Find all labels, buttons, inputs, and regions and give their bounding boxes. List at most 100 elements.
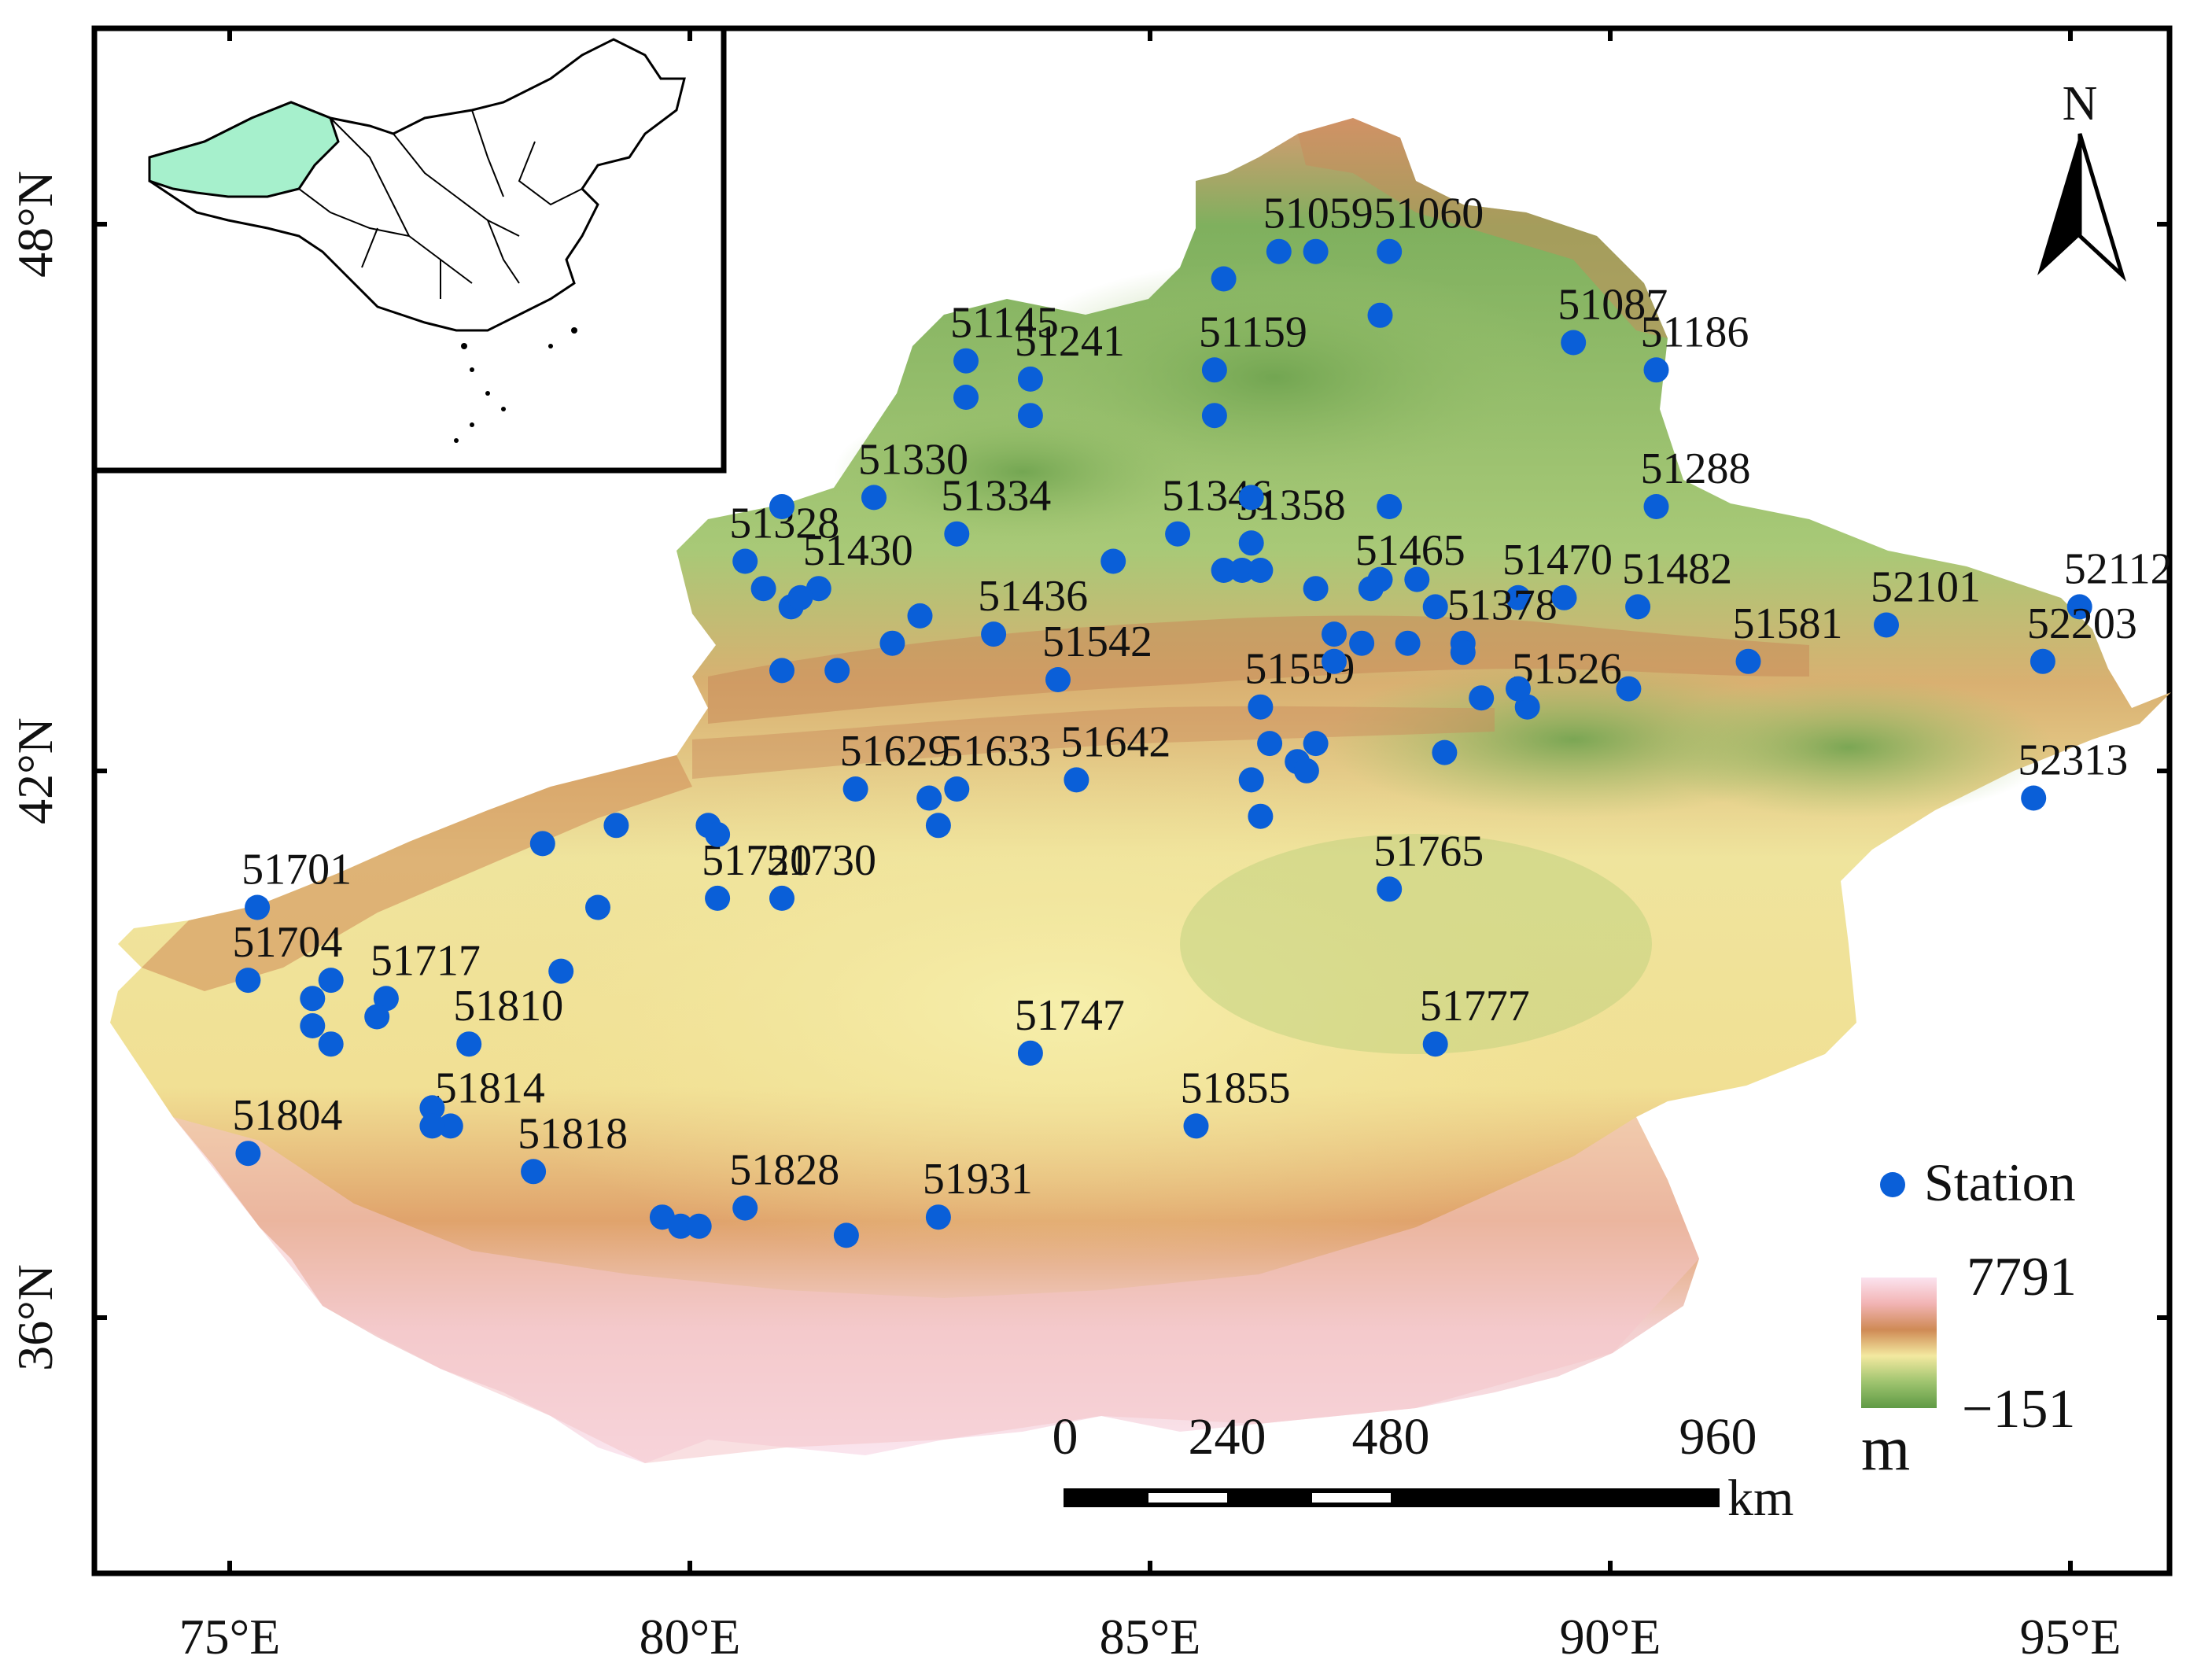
- station-label: 51470: [1502, 536, 1613, 584]
- scale-tick-label: 240: [1189, 1408, 1266, 1466]
- station-marker: [1238, 767, 1264, 793]
- station-marker: [879, 630, 905, 656]
- station-marker: [1377, 494, 1403, 519]
- y-tick-label: 48°N: [7, 171, 63, 278]
- station-marker: [953, 348, 979, 374]
- station-marker: [318, 968, 344, 994]
- station-marker: [245, 894, 271, 920]
- station-marker: [1303, 238, 1329, 264]
- station-marker: [1017, 366, 1043, 392]
- station-label: 51430: [803, 526, 913, 575]
- y-axis-labels: 48°N 42°N 36°N: [7, 171, 63, 1371]
- y-tick-label: 36°N: [7, 1264, 63, 1371]
- station-label: 51777: [1420, 982, 1530, 1031]
- station-marker: [944, 521, 970, 547]
- station-marker: [787, 584, 813, 610]
- station-marker: [2066, 594, 2092, 620]
- station-marker: [705, 821, 731, 847]
- station-label: 51717: [371, 936, 481, 985]
- station-label: 51765: [1373, 827, 1484, 876]
- station-marker: [1551, 584, 1577, 610]
- station-marker: [668, 1213, 694, 1239]
- y-tick-label: 42°N: [7, 717, 63, 824]
- inset-map: [91, 25, 727, 474]
- station-marker: [1238, 530, 1264, 556]
- station-marker: [1735, 648, 1761, 674]
- station-marker: [1165, 521, 1191, 547]
- station-label: 51436: [978, 572, 1088, 621]
- station-marker: [916, 785, 942, 811]
- station-label: 51855: [1181, 1064, 1291, 1112]
- station-marker: [1404, 566, 1430, 592]
- station-marker: [1625, 594, 1651, 620]
- station-marker: [364, 1004, 390, 1030]
- station-label: 52112: [2064, 544, 2173, 593]
- station-marker: [1257, 731, 1283, 757]
- station-marker: [925, 813, 951, 839]
- station-marker: [1211, 558, 1237, 583]
- station-marker: [953, 385, 979, 410]
- station-marker: [732, 1195, 758, 1221]
- station-marker: [1377, 876, 1403, 902]
- station-label: 51186: [1641, 308, 1749, 356]
- station-label: 51642: [1060, 717, 1171, 766]
- scale-bar: 0 240 480 960 km: [1053, 1408, 1794, 1527]
- station-marker: [1322, 648, 1347, 674]
- station-marker: [419, 1095, 445, 1121]
- station-marker: [1293, 758, 1319, 784]
- station-marker: [705, 885, 731, 911]
- station-label: 51087: [1558, 281, 1668, 330]
- station-marker: [1367, 302, 1393, 328]
- station-marker: [1422, 594, 1448, 620]
- station-marker: [1303, 731, 1329, 757]
- north-label: N: [2063, 77, 2098, 131]
- station-label: 51060: [1373, 190, 1484, 238]
- station-label: 51931: [923, 1155, 1033, 1204]
- x-tick-label: 90°E: [1560, 1609, 1661, 1665]
- station-label: 51747: [1015, 991, 1125, 1040]
- station-marker: [1045, 667, 1071, 692]
- station-marker: [861, 485, 887, 511]
- station-label: 52313: [2018, 736, 2128, 785]
- scale-tick-label: 480: [1352, 1408, 1430, 1466]
- station-label: 51330: [858, 435, 968, 484]
- station-marker: [603, 813, 629, 839]
- station-label: 51482: [1622, 544, 1732, 593]
- station-label: 51145: [950, 299, 1059, 348]
- station-marker: [925, 1204, 951, 1230]
- station-marker: [1100, 548, 1126, 574]
- station-label: 51542: [1042, 618, 1152, 666]
- station-label: 51465: [1355, 526, 1465, 575]
- xinjiang-highlight: [148, 101, 340, 198]
- station-label: 51629: [840, 727, 950, 776]
- station-label: 51581: [1733, 599, 1843, 648]
- station-marker: [1201, 357, 1227, 383]
- scale-unit-label: km: [1727, 1469, 1794, 1527]
- station-marker: [1432, 739, 1458, 765]
- station-label: 51288: [1641, 444, 1751, 493]
- station-label: 51818: [518, 1109, 628, 1158]
- station-marker: [1248, 803, 1274, 829]
- station-marker: [1064, 767, 1089, 793]
- station-marker: [833, 1222, 859, 1248]
- station-marker: [1469, 685, 1495, 711]
- station-marker: [1874, 612, 1899, 638]
- station-marker: [437, 1113, 463, 1139]
- station-marker: [1017, 403, 1043, 429]
- station-marker: [235, 968, 261, 994]
- station-marker: [944, 776, 970, 802]
- elevation-unit-label: m: [1861, 1414, 1910, 1484]
- station-marker: [318, 1031, 344, 1057]
- station-marker: [300, 1013, 326, 1038]
- axis-ticks: [94, 28, 2170, 1573]
- station-marker: [1506, 584, 1531, 610]
- elevation-colorbar: [1861, 1278, 1937, 1408]
- station-marker: [521, 1159, 547, 1185]
- station-marker: [1377, 238, 1403, 264]
- station-marker: [1349, 630, 1375, 656]
- x-tick-label: 80°E: [640, 1609, 741, 1665]
- station-label: 51814: [435, 1064, 545, 1112]
- station-label: 52101: [1871, 563, 1981, 612]
